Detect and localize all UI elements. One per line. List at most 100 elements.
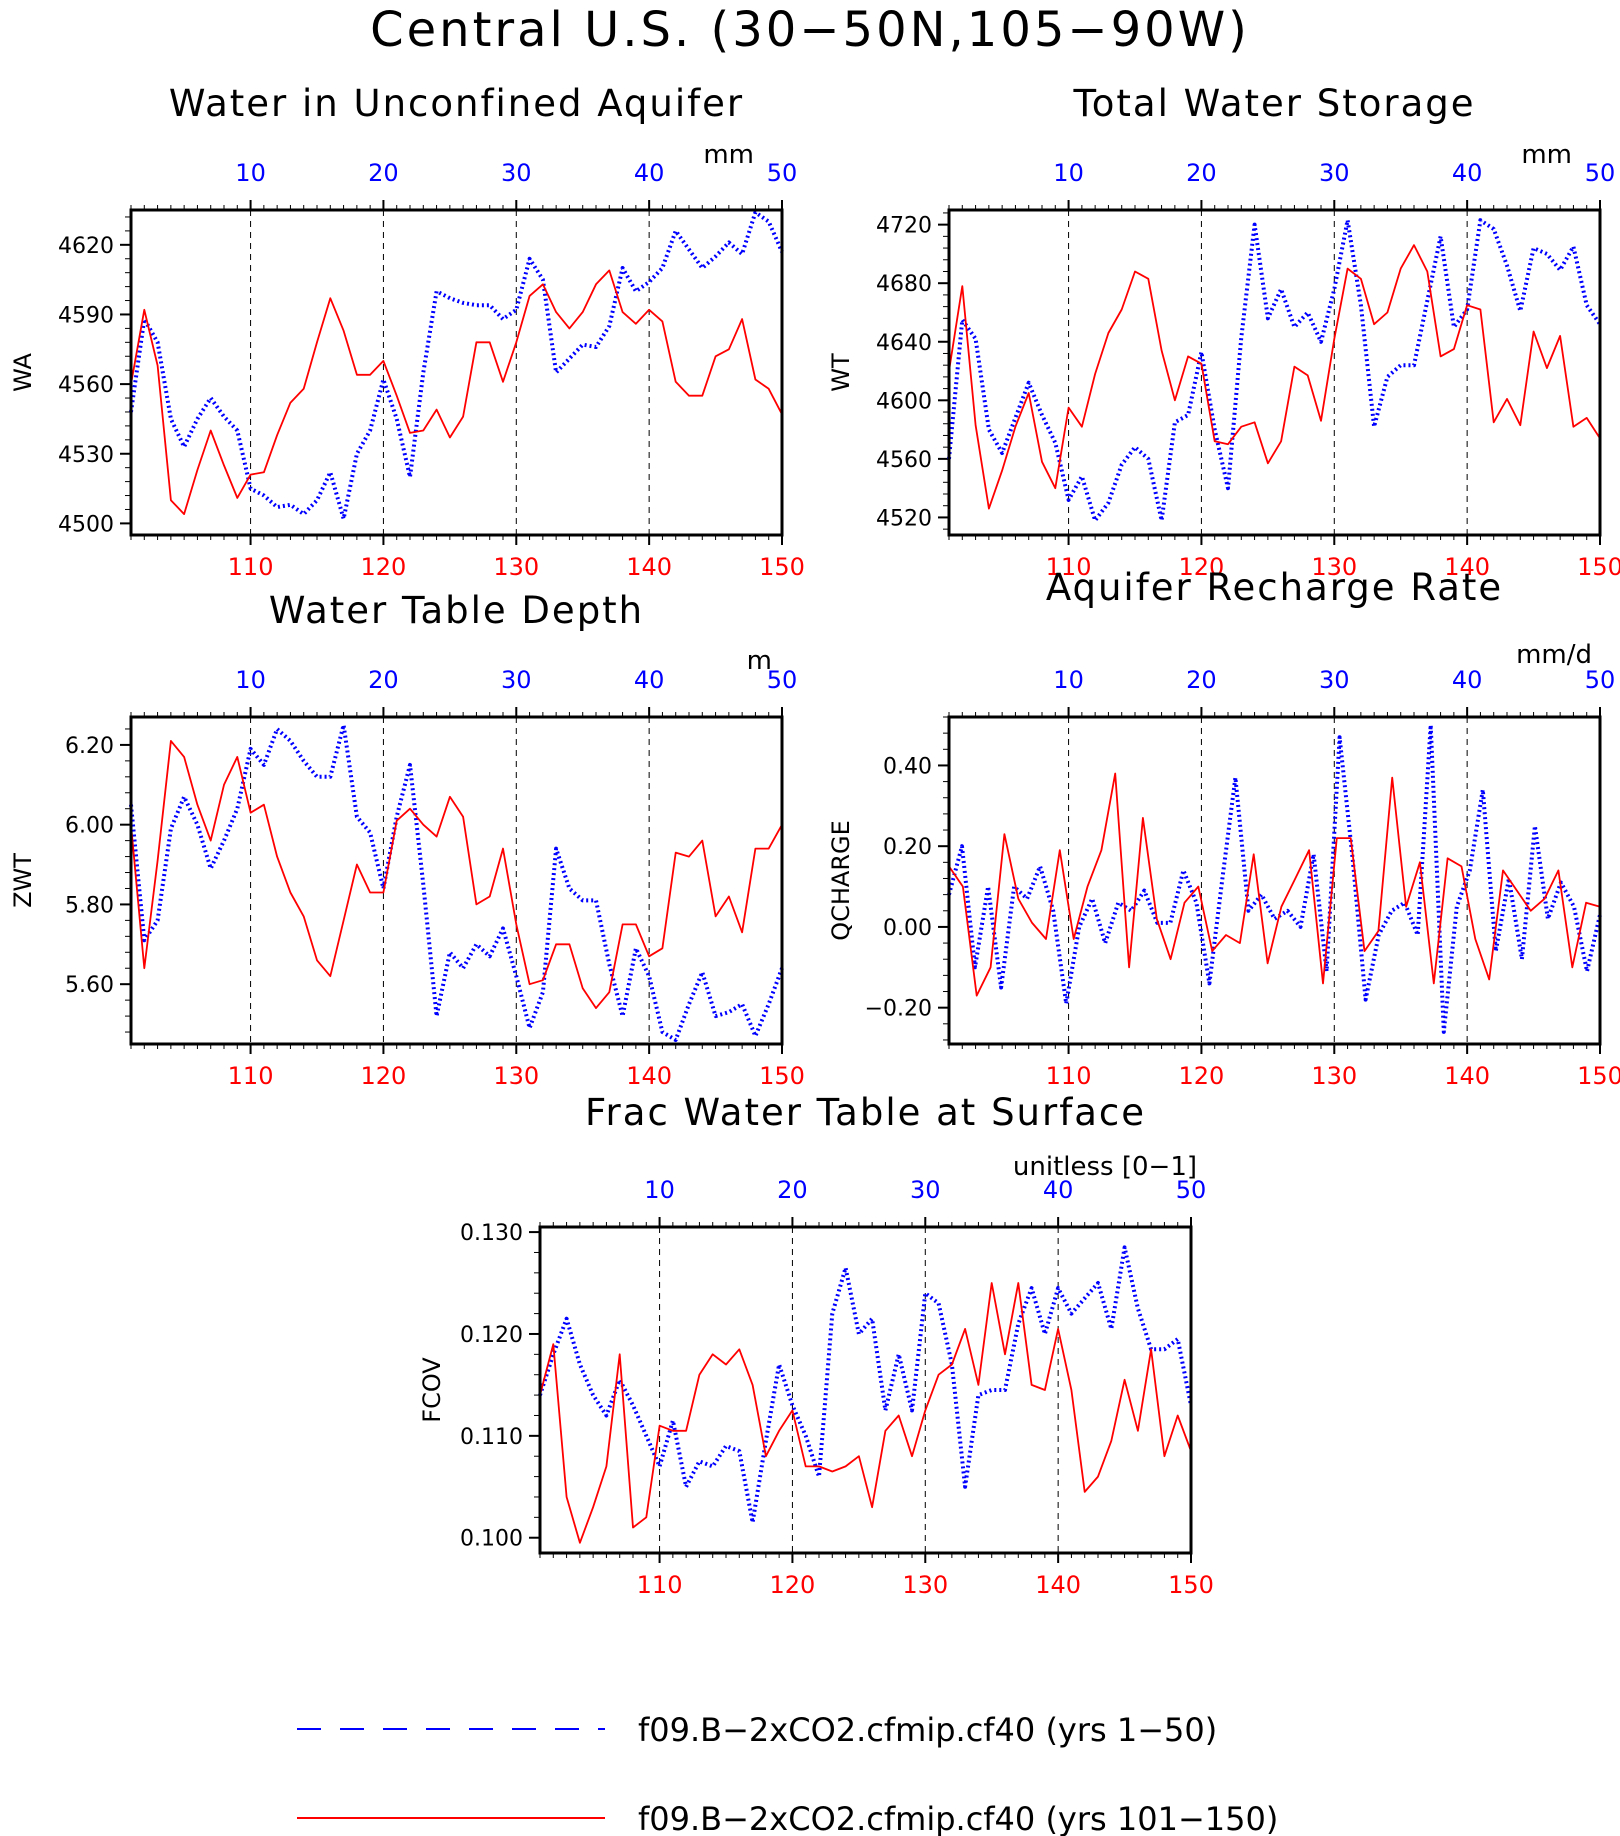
- top-x-tick-label: 20: [777, 1176, 808, 1204]
- bottom-x-tick-label: 150: [759, 1062, 805, 1090]
- top-x-tick-label: 20: [1186, 666, 1217, 694]
- legend-label-red: f09.B−2xCO2.cfmip.cf40 (yrs 101−150): [638, 1800, 1278, 1836]
- bottom-x-tick-label: 120: [1179, 553, 1225, 581]
- units-label: mm: [703, 140, 754, 170]
- top-x-tick-label: 10: [235, 159, 266, 187]
- bottom-x-tick-label: 140: [1035, 1571, 1081, 1599]
- top-x-tick-label: 50: [1176, 1176, 1207, 1204]
- y-tick-label: 4720: [876, 214, 932, 239]
- bottom-x-tick-label: 150: [1577, 553, 1620, 581]
- top-x-tick-label: 30: [1319, 666, 1350, 694]
- top-x-tick-label: 50: [767, 666, 798, 694]
- bottom-x-tick-label: 110: [228, 553, 274, 581]
- plot-frame: [947, 208, 1602, 537]
- chart-panel-5: Frac Water Table at Surface unitless [0−1…: [418, 1091, 1214, 1599]
- series-line-blue: [129, 723, 784, 1042]
- top-x-tick-label: 40: [1043, 1176, 1074, 1204]
- y-tick-label: 0.110: [460, 1425, 523, 1450]
- chart-panel-2: Total Water Storage mm 10 20 30 40 50 110 120 130…: [827, 82, 1620, 581]
- legend: f09.B−2xCO2.cfmip.cf40 (yrs 1−50) f09.B−…: [297, 1711, 1278, 1836]
- y-axis-label: QCHARGE: [827, 820, 855, 941]
- bottom-x-tick-label: 120: [1179, 1062, 1225, 1090]
- y-tick-label: 4590: [58, 303, 114, 328]
- y-tick-label: 5.60: [65, 973, 114, 998]
- y-tick-label: 0.130: [460, 1221, 523, 1246]
- legend-label-blue: f09.B−2xCO2.cfmip.cf40 (yrs 1−50): [638, 1711, 1217, 1749]
- y-tick-label: 4560: [58, 373, 114, 398]
- y-tick-label: 4600: [876, 389, 932, 414]
- bottom-x-tick-label: 120: [770, 1571, 816, 1599]
- units-label: mm: [1521, 140, 1572, 170]
- y-tick-label: 4560: [876, 448, 932, 473]
- y-tick-label: 5.80: [65, 893, 114, 918]
- plot-frame: [129, 715, 784, 1046]
- top-x-tick-label: 20: [368, 666, 399, 694]
- top-x-tick-label: 40: [634, 159, 665, 187]
- bottom-x-tick-label: 120: [361, 1062, 407, 1090]
- bottom-x-tick-label: 140: [626, 553, 672, 581]
- top-x-tick-label: 40: [1452, 666, 1483, 694]
- y-tick-label: 0.100: [460, 1527, 523, 1552]
- y-tick-label: 4680: [876, 272, 932, 297]
- top-x-tick-label: 20: [368, 159, 399, 187]
- series-line-blue: [947, 218, 1602, 523]
- y-axis-label: FCOV: [418, 1357, 446, 1423]
- y-axis-label: ZWT: [9, 853, 37, 908]
- units-label: unitless [0−1]: [1013, 1152, 1197, 1182]
- bottom-x-tick-label: 110: [1046, 1062, 1092, 1090]
- y-tick-label: 6.00: [65, 814, 114, 839]
- y-tick-label: 0.120: [460, 1323, 523, 1348]
- y-tick-label: 4530: [58, 443, 114, 468]
- top-x-tick-label: 10: [1053, 666, 1084, 694]
- y-axis-label: WA: [9, 353, 37, 392]
- bottom-x-tick-label: 110: [637, 1571, 683, 1599]
- y-tick-label: 6.20: [65, 734, 114, 759]
- series-line-blue: [129, 210, 784, 521]
- y-tick-label: 0.20: [883, 835, 932, 860]
- bottom-x-tick-label: 130: [493, 1062, 539, 1090]
- top-x-tick-label: 10: [235, 666, 266, 694]
- series-line-blue: [947, 723, 1602, 1034]
- chart-title: Frac Water Table at Surface: [585, 1091, 1146, 1134]
- bottom-x-tick-label: 150: [759, 553, 805, 581]
- bottom-x-tick-label: 110: [1046, 553, 1092, 581]
- bottom-x-tick-label: 150: [1168, 1571, 1214, 1599]
- y-tick-label: 0.40: [883, 754, 932, 779]
- top-x-tick-label: 50: [1585, 666, 1616, 694]
- bottom-x-tick-label: 140: [1444, 1062, 1490, 1090]
- bottom-x-tick-label: 130: [902, 1571, 948, 1599]
- top-x-tick-label: 30: [910, 1176, 941, 1204]
- series-line-red: [948, 772, 1601, 997]
- chart-panel-4: Aquifer Recharge Rate mm/d 10 20 30 40 50 110 12…: [827, 566, 1620, 1090]
- series-line-red: [130, 269, 783, 515]
- bottom-x-tick-label: 140: [1444, 553, 1490, 581]
- top-x-tick-label: 10: [1053, 159, 1084, 187]
- bottom-x-tick-label: 140: [626, 1062, 672, 1090]
- y-tick-label: 4520: [876, 506, 932, 531]
- chart-title: Aquifer Recharge Rate: [1046, 566, 1503, 609]
- y-tick-label: −0.20: [865, 997, 932, 1022]
- y-tick-label: 0.00: [883, 916, 932, 941]
- series-line-blue: [538, 1245, 1193, 1525]
- bottom-x-tick-label: 110: [228, 1062, 274, 1090]
- top-x-tick-label: 50: [1585, 159, 1616, 187]
- series-line-red: [130, 740, 783, 1009]
- top-x-tick-label: 30: [1319, 159, 1350, 187]
- units-label: m: [747, 646, 772, 676]
- series-line-red: [948, 244, 1601, 510]
- bottom-x-tick-label: 150: [1577, 1062, 1620, 1090]
- top-x-tick-label: 10: [644, 1176, 675, 1204]
- top-x-tick-label: 40: [1452, 159, 1483, 187]
- top-x-tick-label: 30: [501, 159, 532, 187]
- y-tick-label: 4500: [58, 512, 114, 537]
- bottom-x-tick-label: 130: [1311, 553, 1357, 581]
- top-x-tick-label: 50: [767, 159, 798, 187]
- bottom-x-tick-label: 130: [493, 553, 539, 581]
- figure-title: Central U.S. (30−50N,105−90W): [370, 2, 1250, 58]
- chart-title: Water in Unconfined Aquifer: [169, 82, 744, 125]
- plot-frame: [129, 208, 784, 537]
- top-x-tick-label: 20: [1186, 159, 1217, 187]
- plot-frame: [538, 1225, 1193, 1555]
- panels: Water in Unconfined Aquifer mm 10 20 30 40 50 1…: [9, 82, 1620, 1599]
